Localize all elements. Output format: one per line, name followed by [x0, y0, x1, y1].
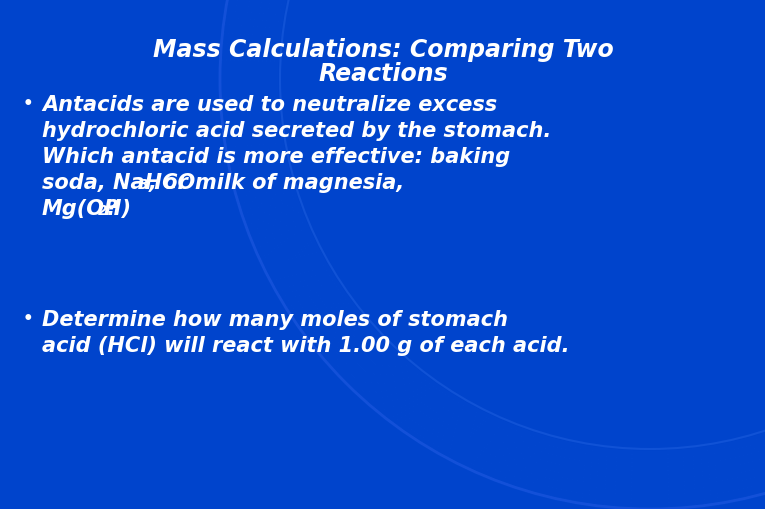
Text: 2: 2: [98, 204, 108, 217]
Text: 3: 3: [139, 178, 148, 191]
Text: Determine how many moles of stomach: Determine how many moles of stomach: [42, 309, 508, 329]
Text: Antacids are used to neutralize excess: Antacids are used to neutralize excess: [42, 95, 497, 115]
Text: Which antacid is more effective: baking: Which antacid is more effective: baking: [42, 147, 510, 166]
Text: soda, NaHCO: soda, NaHCO: [42, 173, 195, 192]
Text: hydrochloric acid secreted by the stomach.: hydrochloric acid secreted by the stomac…: [42, 121, 552, 140]
Text: , or milk of magnesia,: , or milk of magnesia,: [149, 173, 405, 192]
Text: Reactions: Reactions: [318, 62, 448, 86]
Text: ?: ?: [106, 199, 118, 218]
Text: •: •: [23, 309, 34, 327]
Text: Mg(OH): Mg(OH): [42, 199, 132, 218]
Text: acid (HCl) will react with 1.00 g of each acid.: acid (HCl) will react with 1.00 g of eac…: [42, 335, 569, 355]
Text: Mass Calculations: Comparing Two: Mass Calculations: Comparing Two: [153, 38, 614, 62]
Text: •: •: [23, 95, 34, 113]
